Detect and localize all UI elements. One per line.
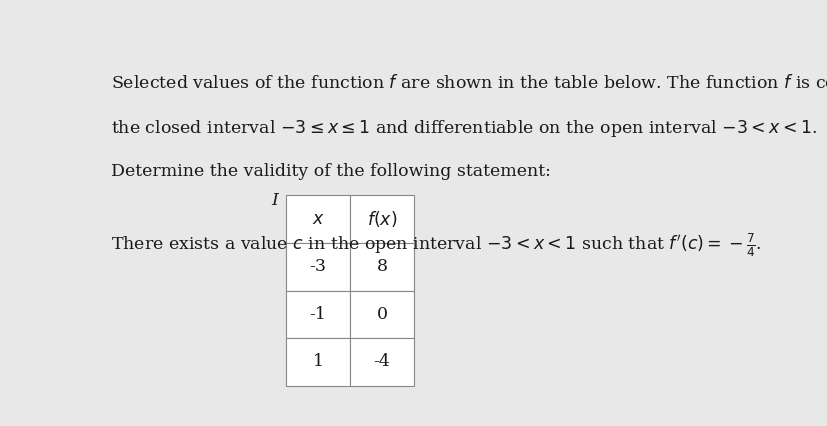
Text: I: I	[271, 192, 278, 209]
Bar	[350, 338, 414, 386]
Bar	[286, 196, 350, 243]
Text: the closed interval $-3 \leq x \leq 1$ and differentiable on the open interval $: the closed interval $-3 \leq x \leq 1$ a…	[111, 118, 817, 139]
Text: 1: 1	[313, 354, 323, 371]
Bar	[286, 243, 350, 291]
Text: -4: -4	[374, 354, 390, 371]
Bar	[286, 291, 350, 338]
Text: Selected values of the function $f$ are shown in the table below. The function $: Selected values of the function $f$ are …	[111, 74, 827, 92]
Text: -3: -3	[309, 258, 327, 275]
Text: 0: 0	[376, 306, 388, 323]
Text: 8: 8	[376, 258, 388, 275]
Text: Determine the validity of the following statement:: Determine the validity of the following …	[111, 163, 551, 180]
Bar	[350, 196, 414, 243]
Bar	[350, 243, 414, 291]
Text: $x$: $x$	[312, 211, 324, 228]
Bar	[350, 291, 414, 338]
Text: $f(x)$: $f(x)$	[367, 209, 398, 229]
Text: There exists a value $c$ in the open interval $-3 < x < 1$ such that $f'(c) = -\: There exists a value $c$ in the open int…	[111, 232, 762, 259]
Bar	[286, 338, 350, 386]
Text: -1: -1	[309, 306, 327, 323]
